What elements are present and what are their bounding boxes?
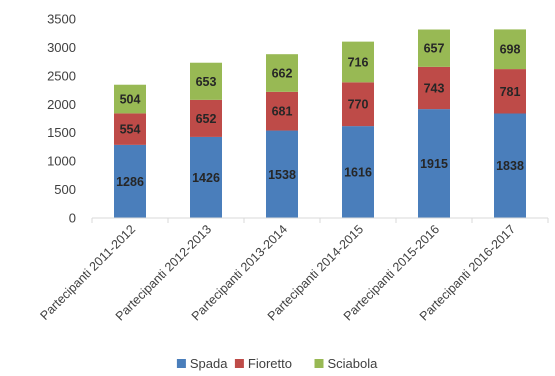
legend-swatch-spada xyxy=(176,359,186,368)
bar-segment-fioretto xyxy=(418,66,450,110)
bars xyxy=(114,29,526,218)
legend: Spada Fioretto Sciabola xyxy=(176,356,379,371)
data-label: 1616 xyxy=(344,166,372,180)
y-tick-label: 500 xyxy=(54,182,76,197)
data-label: 781 xyxy=(500,85,521,99)
bar-segment-spada xyxy=(114,144,146,218)
data-label: 504 xyxy=(120,93,141,107)
bar-segment-spada xyxy=(190,136,222,218)
legend-swatch-fioretto xyxy=(234,359,244,368)
y-tick-label: 2000 xyxy=(47,97,76,112)
bar-segment-sciabola xyxy=(266,54,298,92)
data-label: 716 xyxy=(348,55,369,69)
bar-segment-fioretto xyxy=(190,99,222,137)
y-tick-label: 2500 xyxy=(47,68,76,83)
y-tick-label: 1000 xyxy=(47,154,76,169)
legend-label: Spada xyxy=(190,356,228,371)
data-label: 1915 xyxy=(420,157,448,171)
legend-label: Sciabola xyxy=(328,356,379,371)
data-label: 770 xyxy=(348,98,369,112)
data-label: 743 xyxy=(424,81,445,95)
data-label: 652 xyxy=(196,112,217,126)
y-tick-label: 0 xyxy=(69,211,76,226)
y-axis: 0 500 1000 1500 2000 2500 3000 3500 xyxy=(47,12,76,226)
bar-segment-fioretto xyxy=(494,69,526,114)
bar-segment-sciabola xyxy=(114,84,146,114)
bar-segment-spada xyxy=(342,126,374,218)
bar-segment-fioretto xyxy=(342,82,374,127)
bar-segment-sciabola xyxy=(494,29,526,70)
bar-segment-sciabola xyxy=(418,29,450,67)
bar-segment-spada xyxy=(266,130,298,218)
bar-segment-sciabola xyxy=(342,41,374,83)
bar-segment-sciabola xyxy=(190,62,222,100)
bar-segment-spada xyxy=(494,113,526,218)
data-labels: 1286 554 504 1426 652 653 1538 681 662 1616 770 716… xyxy=(116,42,524,189)
data-label: 1838 xyxy=(496,159,524,173)
y-tick-label: 3000 xyxy=(47,40,76,55)
data-label: 653 xyxy=(196,75,217,89)
legend-swatch-sciabola xyxy=(314,359,324,368)
data-label: 657 xyxy=(424,42,445,56)
y-tick-label: 1500 xyxy=(47,125,76,140)
data-label: 681 xyxy=(272,105,293,119)
y-tick-label: 3500 xyxy=(47,12,76,27)
bar-segment-spada xyxy=(418,109,450,218)
bar-segment-fioretto xyxy=(114,113,146,145)
legend-label: Fioretto xyxy=(248,356,292,371)
data-label: 1286 xyxy=(116,175,144,189)
data-label: 1538 xyxy=(268,168,296,182)
data-label: 554 xyxy=(120,123,141,137)
bar-segment-fioretto xyxy=(266,91,298,131)
data-label: 698 xyxy=(500,43,521,57)
data-label: 662 xyxy=(272,67,293,81)
data-label: 1426 xyxy=(192,171,220,185)
